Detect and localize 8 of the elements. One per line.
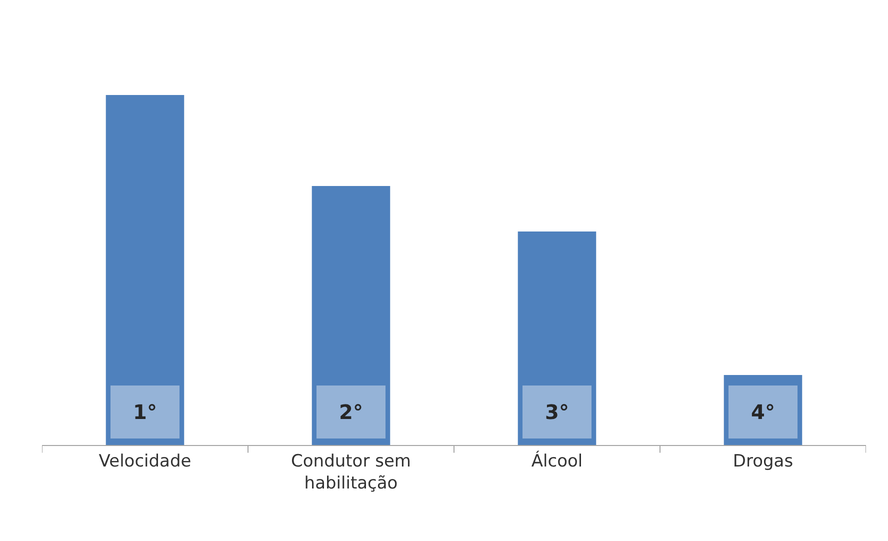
- x-tick-label: Condutor sem habilitação: [291, 451, 411, 494]
- annotation: 3°: [545, 400, 569, 424]
- x-tick-label: Drogas: [732, 451, 794, 472]
- annotation: 2°: [339, 400, 363, 424]
- x-tick-label: Velocidade: [98, 451, 192, 472]
- annotation: 4°: [751, 400, 775, 424]
- annotation: 1°: [133, 400, 157, 424]
- x-tick-label: Álcool: [531, 450, 583, 472]
